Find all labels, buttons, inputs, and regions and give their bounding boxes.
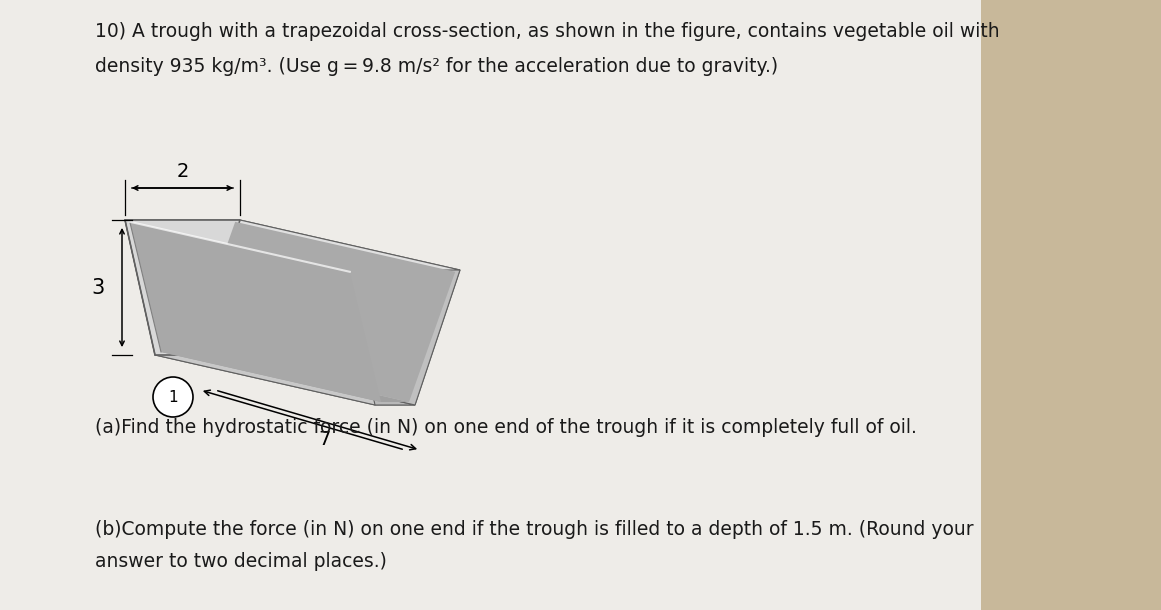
Text: 3: 3 (92, 278, 104, 298)
Text: 1: 1 (168, 390, 178, 404)
Text: (a)Find the hydrostatic force (in N) on one end of the trough if it is completel: (a)Find the hydrostatic force (in N) on … (95, 418, 917, 437)
Text: answer to two decimal places.): answer to two decimal places.) (95, 552, 387, 571)
Polygon shape (125, 220, 240, 355)
Polygon shape (125, 220, 460, 270)
Polygon shape (125, 220, 375, 405)
Text: density 935 kg/m³. (Use g = 9.8 m/s² for the acceleration due to gravity.): density 935 kg/m³. (Use g = 9.8 m/s² for… (95, 57, 778, 76)
Text: 7: 7 (319, 430, 331, 449)
Polygon shape (189, 222, 455, 402)
Text: (b)Compute the force (in N) on one end if the trough is filled to a depth of 1.5: (b)Compute the force (in N) on one end i… (95, 520, 974, 539)
Polygon shape (156, 355, 414, 405)
Text: 2: 2 (176, 162, 189, 181)
Text: 10) A trough with a trapezoidal cross-section, as shown in the figure, contains : 10) A trough with a trapezoidal cross-se… (95, 22, 1000, 41)
Circle shape (153, 377, 193, 417)
Polygon shape (345, 270, 460, 405)
Polygon shape (195, 220, 460, 405)
Polygon shape (130, 222, 381, 402)
Polygon shape (161, 352, 409, 402)
